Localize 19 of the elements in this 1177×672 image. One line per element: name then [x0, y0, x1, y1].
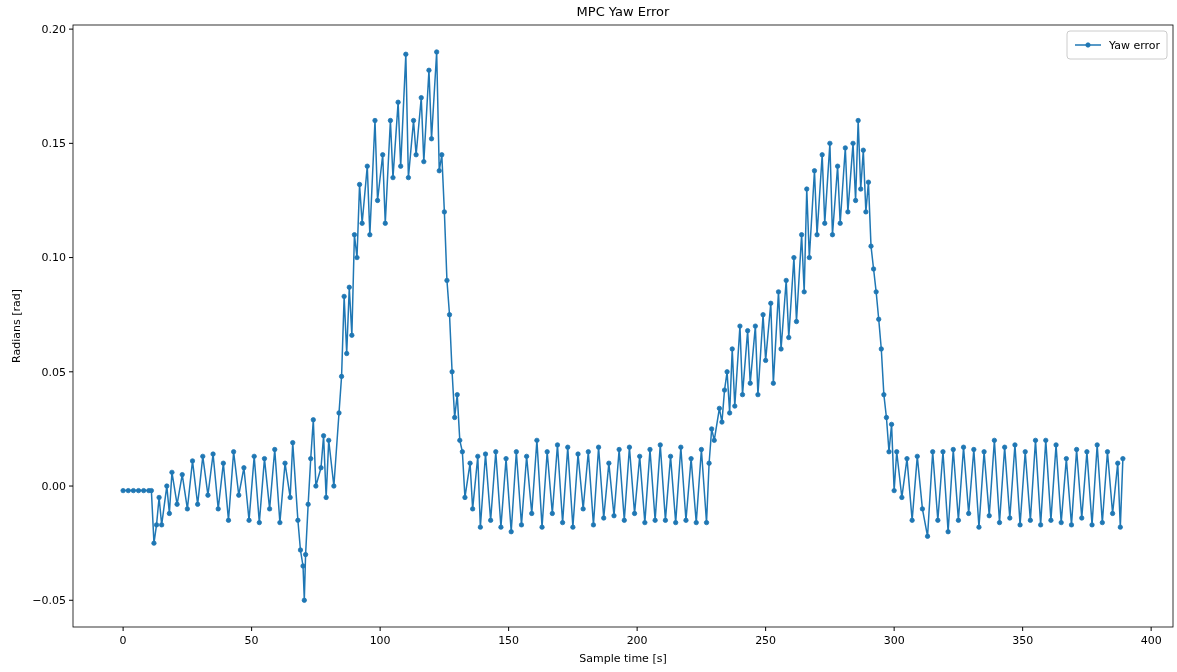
y-tick-label: 0.00 — [41, 479, 66, 493]
y-tick-label: 0.05 — [41, 365, 66, 379]
y-tick-label: 0.15 — [41, 137, 66, 151]
x-tick-label: 350 — [1012, 634, 1034, 647]
y-tick-label: 0.20 — [41, 22, 66, 36]
x-tick-label: 250 — [755, 634, 777, 647]
y-tick-label: −0.05 — [32, 594, 66, 608]
y-tick-label: 0.10 — [41, 251, 66, 265]
x-tick-label: 400 — [1140, 634, 1162, 647]
chart-title: MPC Yaw Error — [576, 4, 671, 19]
x-axis-title: Sample time [s] — [579, 652, 667, 665]
x-tick-label: 150 — [498, 634, 520, 647]
x-tick-label: 50 — [244, 634, 259, 647]
x-tick-label: 200 — [626, 634, 648, 647]
x-tick-label: 0 — [119, 634, 127, 647]
x-tick-label: 100 — [369, 634, 391, 647]
legend-label: Yaw error — [1108, 38, 1161, 52]
y-axis-title: Radians [rad] — [10, 289, 23, 363]
x-tick-label: 300 — [883, 634, 905, 647]
